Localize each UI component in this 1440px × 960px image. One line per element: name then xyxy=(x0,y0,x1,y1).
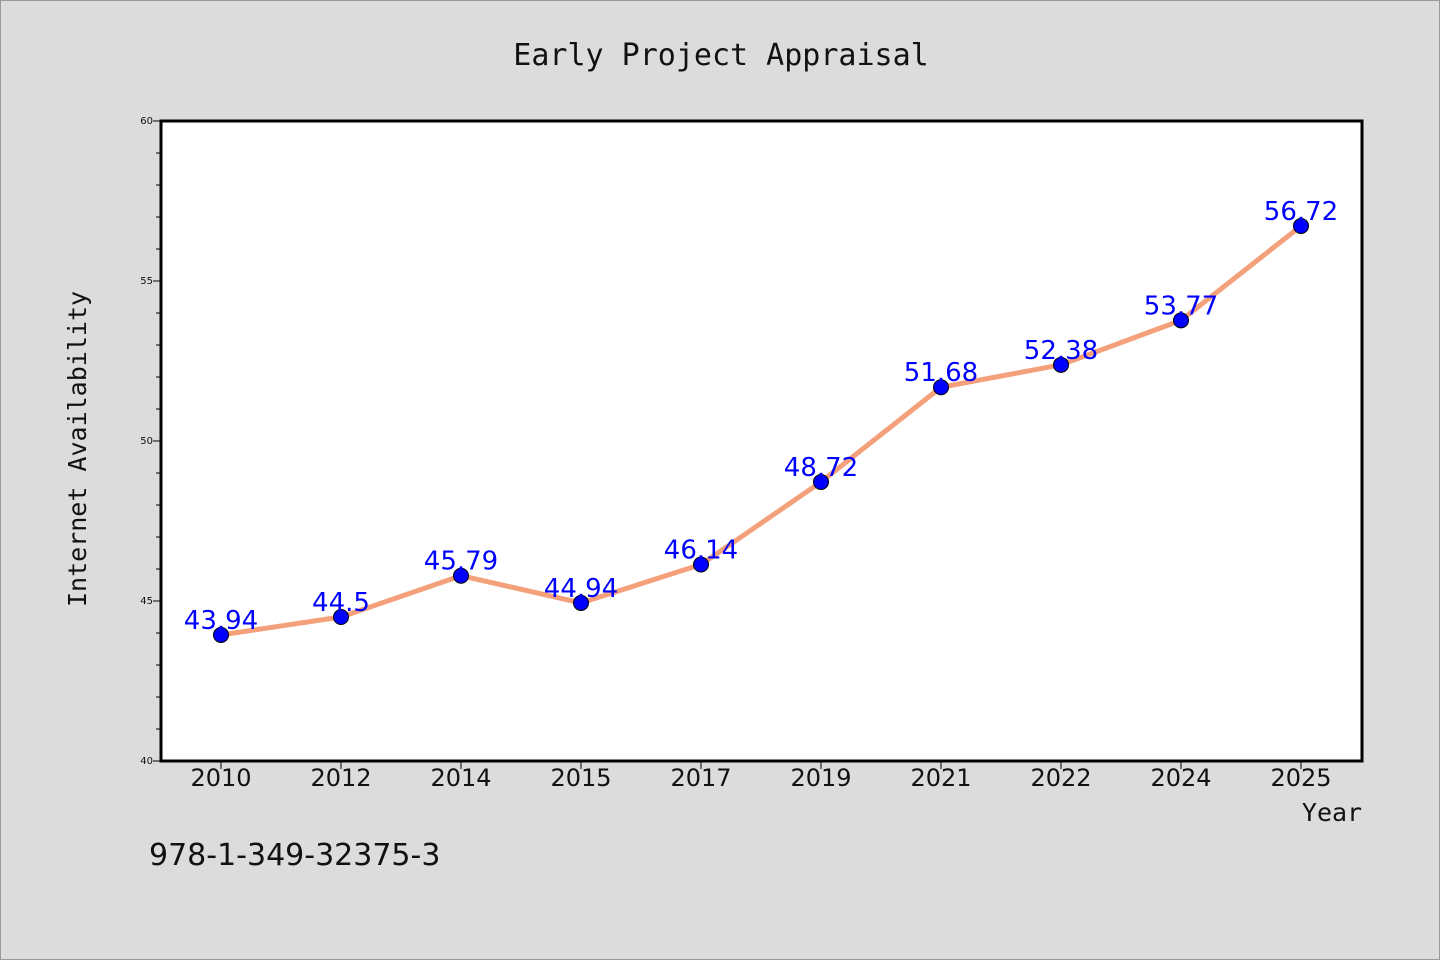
data-point xyxy=(693,556,709,573)
data-label: 44.94 xyxy=(544,574,618,604)
y-axis: 40 45 50 55 60 xyxy=(140,116,161,767)
isbn-text: 978-1-349-32375-3 xyxy=(149,838,440,873)
x-tick-label: 2015 xyxy=(550,764,611,792)
x-tick-label: 2022 xyxy=(1030,764,1091,792)
x-tick-label: 2025 xyxy=(1270,764,1331,792)
data-label: 46.14 xyxy=(664,536,738,566)
data-point xyxy=(213,626,229,643)
x-tick-label: 2021 xyxy=(910,764,971,792)
y-tick-label: 60 xyxy=(140,116,153,127)
y-tick-label: 55 xyxy=(140,276,153,287)
y-axis-label: Internet Availability xyxy=(63,291,92,607)
data-point xyxy=(453,567,469,584)
x-tick-label: 2017 xyxy=(670,764,731,792)
data-label: 52.38 xyxy=(1024,336,1098,366)
data-point xyxy=(1293,217,1309,234)
x-tick-label: 2012 xyxy=(310,764,371,792)
data-label: 48.72 xyxy=(784,453,858,483)
data-point xyxy=(813,473,829,490)
series-layer: 43.94 44.5 45.79 44.94 46.14 48.72 51.68 52.38 5… xyxy=(184,197,1338,643)
data-point xyxy=(1173,312,1189,329)
x-tick-label: 2010 xyxy=(190,764,251,792)
data-label: 51.68 xyxy=(904,358,978,388)
data-point xyxy=(573,594,589,611)
data-label: 56.72 xyxy=(1264,197,1338,227)
x-axis-label: Year xyxy=(1302,798,1362,827)
data-label: 44.5 xyxy=(312,588,370,618)
series-line xyxy=(218,223,1304,638)
chart-title: Early Project Appraisal xyxy=(513,38,928,73)
x-axis: 2010 2012 2014 2015 2017 2019 2021 2022 2024 2025 xyxy=(190,761,1332,792)
x-tick-label: 2014 xyxy=(430,764,491,792)
data-point xyxy=(933,379,949,396)
x-tick-label: 2024 xyxy=(1150,764,1211,792)
data-label: 45.79 xyxy=(424,547,498,577)
data-label: 53.77 xyxy=(1144,291,1218,321)
plot-area xyxy=(159,119,1364,763)
x-tick-label: 2019 xyxy=(790,764,851,792)
data-point xyxy=(333,609,349,625)
data-label: 43.94 xyxy=(184,606,258,636)
y-tick-label: 45 xyxy=(140,596,153,607)
y-tick-label: 40 xyxy=(140,756,153,767)
data-point xyxy=(1053,356,1069,373)
y-tick-label: 50 xyxy=(140,436,153,447)
